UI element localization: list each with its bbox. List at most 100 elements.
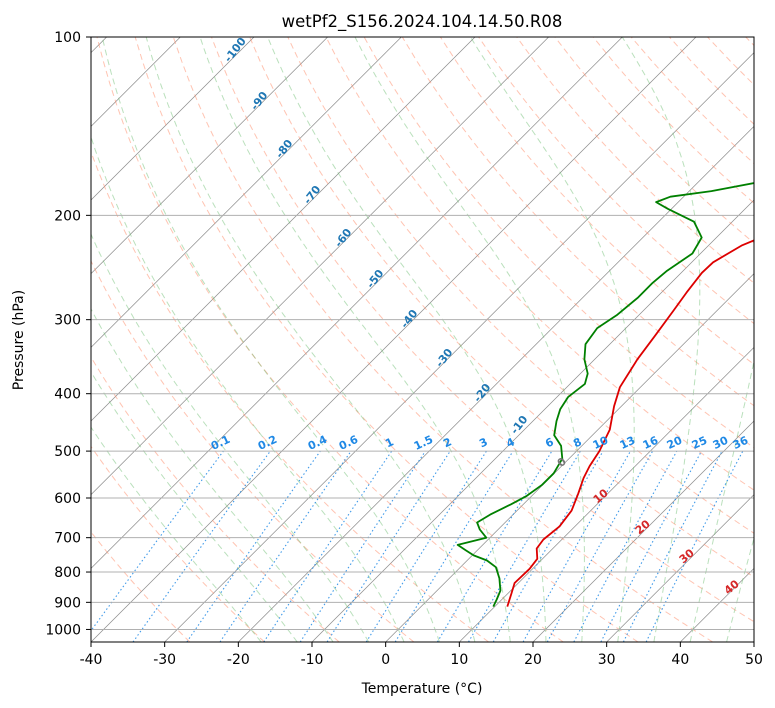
- mixing-ratio-label: 20: [665, 434, 685, 452]
- mixing-ratio-label: 13: [618, 434, 637, 452]
- moist-adiabat-line: [470, 37, 635, 642]
- dry-adiabat-label: -60: [332, 226, 355, 250]
- dry-adiabat-line: [172, 37, 713, 642]
- x-axis-title: Temperature (°C): [361, 681, 483, 697]
- mixing-ratio-label: 8: [571, 435, 583, 450]
- dry-adiabat-line: [96, 37, 564, 642]
- mixing-ratio-label: 3: [477, 435, 489, 450]
- mixing-ratio-line: [299, 450, 426, 642]
- isotherm-line: [459, 346, 754, 642]
- moist-adiabat-line: [726, 536, 754, 642]
- y-axis-title: Pressure (hPa): [11, 290, 27, 390]
- moist-adiabat-line: [101, 37, 440, 642]
- moist-adiabat-label: 40: [722, 577, 742, 597]
- mixing-ratio-label: 0.2: [256, 433, 279, 453]
- isotherm-line: [91, 37, 328, 275]
- moist-adiabat-line: [199, 37, 511, 642]
- dewpoint-profile-line: [456, 182, 754, 607]
- mixing-ratio-line: [522, 450, 631, 642]
- dry-adiabat-line: [363, 37, 754, 449]
- dry-adiabat-line: [91, 356, 340, 642]
- x-tick-label: 50: [745, 652, 763, 668]
- moist-adiabat-label: 30: [677, 546, 697, 566]
- mixing-ratio-line: [326, 450, 451, 642]
- mixing-ratio-line: [186, 450, 321, 642]
- moist-adiabat-line: [689, 358, 754, 642]
- dry-adiabat-line: [91, 150, 489, 642]
- y-tick-label: 500: [54, 444, 81, 460]
- mixing-ratio-line: [394, 450, 514, 642]
- mixing-ratio-label: 1.5: [412, 433, 435, 453]
- moist-adiabat-line: [91, 135, 405, 642]
- gridlines: [91, 37, 754, 630]
- dry-adiabat-line: [91, 531, 191, 642]
- y-tick-label: 1000: [45, 622, 81, 638]
- x-tick-label: 30: [598, 652, 616, 668]
- x-tick-label: 10: [450, 652, 468, 668]
- mixing-ratio-label: 0.4: [306, 433, 329, 453]
- dry-adiabat-label: -70: [301, 183, 324, 207]
- isotherm-line: [91, 37, 402, 348]
- mixing-ratio-line: [546, 450, 654, 642]
- dry-adiabat-line: [707, 37, 754, 86]
- isotherm-line: [385, 273, 754, 642]
- mixing-ratio-line: [219, 450, 352, 642]
- isotherm-line: [91, 37, 181, 127]
- moist-adiabat-line: [91, 370, 298, 642]
- moist-adiabat-line: [145, 37, 476, 642]
- x-tick-label: 0: [381, 652, 390, 668]
- isotherm-line: [164, 52, 754, 642]
- mixing-ratio-label: 2: [441, 435, 453, 450]
- y-tick-label: 100: [54, 30, 81, 46]
- mixing-ratio-label: 36: [731, 434, 751, 452]
- dry-adiabat-label: -40: [398, 307, 421, 331]
- profile-lines: [456, 182, 754, 607]
- moist-adiabat-label: 20: [633, 517, 653, 537]
- temperature-profile-line: [506, 239, 754, 607]
- mixing-ratio-line: [91, 450, 224, 632]
- dry-adiabat-label: -30: [433, 346, 456, 370]
- dry-adiabat-line: [91, 259, 415, 642]
- isotherm-line: [91, 37, 476, 422]
- mixing-ratio-line: [132, 450, 271, 642]
- background-reference-lines: [91, 37, 754, 642]
- x-axis: -40 -30 -20 -10 0 10 20 30 40 50: [80, 642, 763, 668]
- isotherm-line: [680, 567, 754, 642]
- plot-frame: [90, 36, 755, 643]
- isotherm-line: [91, 37, 255, 201]
- isotherm-line: [91, 37, 697, 642]
- chart-title: wetPf2_S156.2024.104.14.50.R08: [282, 12, 563, 32]
- dry-adiabat-line: [211, 37, 754, 623]
- isotherm-line: [606, 494, 754, 642]
- y-tick-label: 600: [54, 491, 81, 507]
- isotherm-line: [753, 641, 754, 642]
- dry-adiabat-line: [325, 37, 754, 491]
- mixing-ratio-label: 30: [711, 434, 731, 452]
- y-tick-label: 800: [54, 565, 81, 581]
- y-tick-label: 400: [54, 387, 81, 403]
- dry-adiabat-line: [516, 37, 754, 284]
- moist-adiabat-line: [91, 308, 334, 642]
- isotherm-line: [91, 37, 549, 496]
- isotherm-line: [311, 199, 754, 642]
- mixing-ratio-label: 25: [690, 434, 709, 452]
- x-tick-label: 20: [524, 652, 542, 668]
- dry-adiabat-label: -50: [364, 267, 387, 291]
- mixing-ratio-label: 0.1: [209, 433, 232, 453]
- moist-adiabat-line: [91, 426, 262, 642]
- dry-adiabat-label: -10: [508, 413, 531, 437]
- x-tick-label: -30: [153, 652, 176, 668]
- isotherm-line: [91, 37, 623, 569]
- mixing-ratio-line: [263, 450, 393, 642]
- mixing-ratio-label: 10: [591, 434, 611, 452]
- dry-adiabat-label: -80: [273, 137, 296, 161]
- dry-adiabat-line: [287, 37, 754, 534]
- mixing-ratio-line: [573, 450, 678, 642]
- dry-adiabat-line: [91, 445, 265, 642]
- x-tick-label: -20: [227, 652, 250, 668]
- moist-adiabat-line: [354, 37, 585, 642]
- mixing-ratio-label: 6: [543, 435, 556, 450]
- mixing-ratio-label: 16: [641, 434, 661, 452]
- moist-adiabat-line: [91, 232, 370, 642]
